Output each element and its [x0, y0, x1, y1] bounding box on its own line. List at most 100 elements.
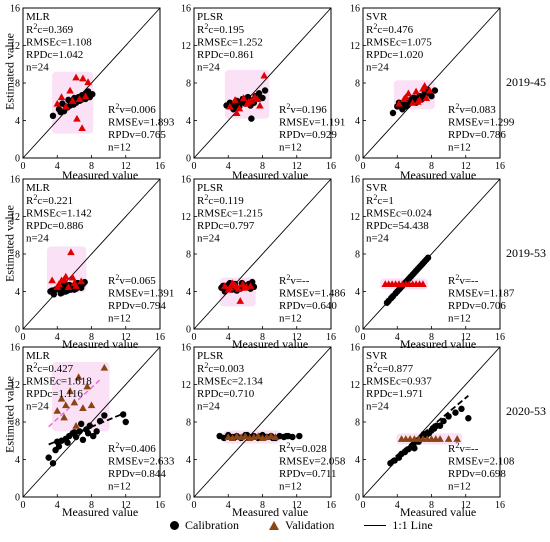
legend-validation-marker — [269, 521, 279, 530]
panel-2020-53-plsr-xtick-label-8: 8 — [260, 500, 265, 511]
panel-2019-53-plsr-xtick-label-4: 4 — [226, 332, 231, 343]
panel-2019-53-mlr-validation-point — [48, 276, 56, 284]
panel-2019-45-plsr-validation-point — [239, 94, 248, 102]
panel-2019-53-svr-xtick-label-0: 0 — [361, 332, 366, 343]
panel-2019-45-mlr-xtick-label-12: 12 — [121, 161, 131, 172]
panel-2019-45-mlr-cal-stat-1: RMSEc=1.108 — [26, 37, 92, 49]
panel-2019-53-plsr-xtick-label-16: 16 — [326, 332, 336, 343]
panel-2020-53-svr-cal-stat-2: RPDc=1.971 — [366, 388, 423, 400]
panel-2020-53-mlr-val-stat-0: R2v=0.406 — [108, 441, 156, 455]
panel-2020-53-mlr-calibration-point — [49, 460, 57, 467]
panel-2019-45-plsr-validation-point — [256, 101, 264, 109]
panel-2019-45-svr-xtick-label-0: 0 — [361, 161, 366, 172]
panel-2019-53-svr-ytick-label-8: 8 — [355, 250, 360, 261]
panel-2019-45-svr-val-stat-3: n=12 — [448, 142, 471, 154]
panel-2019-53-mlr-validation-point — [57, 276, 66, 284]
panel-2019-45-svr-ytick-label-8: 8 — [355, 79, 360, 90]
panel-2020-53-svr-cal-stat-0: R2c=0.877 — [366, 361, 414, 375]
x-axis-title-row3: Measured value — [61, 505, 139, 519]
panel-2020-53-plsr-ytick-label-12: 12 — [181, 380, 191, 391]
panel-2020-53-svr-ytick-label-12: 12 — [350, 380, 360, 391]
row-label-2019-45: 2019-45 — [506, 75, 546, 89]
panel-2019-45-svr-xtick-label-16: 16 — [495, 161, 505, 172]
panel-2019-53-mlr-ytick-label-16: 16 — [10, 175, 20, 186]
panel-2019-53-plsr-val-stat-0: R2v=-- — [279, 273, 310, 287]
panel-2020-53-plsr-identity-line — [193, 346, 332, 498]
panel-2020-53-plsr-val-stat-3: n=12 — [279, 481, 302, 493]
panel-2019-53-mlr-model-label: MLR — [26, 182, 51, 194]
panel-2019-53-plsr-val-stat-1: RMSEv=1.486 — [279, 288, 346, 300]
panel-2020-53-mlr-xtick-label-12: 12 — [121, 500, 131, 511]
panel-2019-45-mlr-validation-point — [57, 93, 66, 101]
panel-2020-53-mlr-cal-stat-3: n=24 — [26, 401, 49, 413]
panel-2019-53-plsr-cal-stat-1: RMSEc=1.215 — [197, 208, 263, 220]
panel-2019-45-svr-calibration-point — [409, 94, 416, 102]
panel-2019-53-mlr-validation-point — [70, 279, 79, 287]
panel-2019-53-svr-ytick-label-12: 12 — [350, 212, 360, 223]
panel-2019-45-plsr-validation-point — [245, 97, 253, 105]
panel-2019-53-plsr-cal-stat-3: n=24 — [197, 233, 220, 245]
panel-2019-53-plsr-validation-point — [224, 285, 233, 293]
panel-2019-53-plsr-ytick-label-8: 8 — [186, 250, 191, 261]
legend-calibration-label: Calibration — [185, 518, 239, 532]
panel-2019-45-mlr-validation-point — [72, 73, 80, 81]
panel-2019-45-plsr-model-label: PLSR — [197, 11, 224, 23]
panel-2019-45-svr-cal-stat-1: RMSEc=1.075 — [366, 37, 432, 49]
panel-2019-45-svr-validation-point — [422, 94, 431, 102]
panel-2020-53-mlr-validation-point — [87, 401, 96, 409]
panel-2020-53-plsr-validation-point — [267, 432, 275, 440]
panel-2019-53-mlr-cal-stat-3: n=24 — [26, 233, 49, 245]
x-axis-title-row1-col3: Measured value — [399, 168, 477, 182]
panel-2019-53-mlr-val-stat-2: RPDv=0.794 — [108, 300, 166, 312]
panel-2019-45-svr-model-label: SVR — [366, 11, 388, 23]
panel-2019-53-plsr-validation-point — [246, 282, 255, 289]
panel-2019-45-mlr-validation-point — [78, 124, 86, 132]
panel-2020-53-mlr-validation-point — [70, 398, 79, 406]
panel-2019-45-plsr-validation-point — [233, 109, 241, 117]
panel-2019-53-mlr-ytick-label-0: 0 — [15, 325, 20, 336]
panel-2019-45-svr-val-stat-1: RMSEv=1.299 — [448, 117, 515, 129]
x-axis-title-row2-col3: Measured value — [399, 337, 477, 351]
panel-2019-45-plsr-ytick-label-8: 8 — [186, 79, 191, 90]
panel-2019-45-mlr-xtick-label-0: 0 — [21, 161, 26, 172]
panel-2019-45-svr-ytick-label-0: 0 — [355, 154, 360, 165]
panel-2020-53-svr-calibration-point — [452, 409, 459, 416]
panel-2019-45-mlr-validation-point — [68, 97, 77, 104]
panel-2020-53-svr-val-stat-3: n=12 — [448, 481, 471, 493]
panel-2019-53-svr-cal-stat-3: n=24 — [366, 233, 389, 245]
legend: Calibration Validation 1:1 Line — [170, 518, 433, 533]
panel-2019-45-mlr-xtick-label-4: 4 — [55, 161, 60, 172]
row-label-2020-53: 2020-53 — [506, 404, 546, 418]
panel-2020-53-mlr-calibration-point — [45, 454, 52, 461]
panel-2020-53-mlr-calibration-point — [78, 420, 85, 428]
panel-2020-53-mlr-val-stat-1: RMSEv=2.633 — [108, 456, 175, 468]
x-axis-title-row3-col3: Measured value — [399, 505, 477, 519]
panel-2020-53-plsr-validation-point — [254, 432, 263, 440]
panel-2020-53-plsr-validation-point — [224, 433, 233, 441]
panel-2019-45-plsr-cal-stat-0: R2c=0.195 — [197, 22, 245, 36]
panel-2019-53-plsr-model-label: PLSR — [197, 182, 224, 194]
panel-2020-53-svr-ytick-label-4: 4 — [355, 455, 360, 466]
panel-2019-45-svr-ytick-label-4: 4 — [355, 116, 360, 127]
panel-2020-53-mlr-cal-stat-0: R2c=0.427 — [26, 361, 74, 375]
panel-2019-45-mlr-cal-stat-2: RPDc=1.042 — [26, 49, 83, 61]
panel-2020-53-svr-validation-point — [436, 435, 444, 442]
panel-2019-53-plsr-xtick-label-12: 12 — [292, 332, 302, 343]
x-axis-title-row1: Measured value — [61, 168, 139, 182]
y-axis-title-row3: Estimated value — [2, 376, 17, 453]
row-label-2019-53: 2019-53 — [506, 246, 546, 260]
x-axis-title-row2-col2: Measured value — [231, 337, 309, 351]
panel-2019-53-mlr-cal-stat-0: R2c=0.221 — [26, 193, 73, 207]
panel-2020-53-plsr-val-stat-2: RPDv=0.711 — [279, 468, 336, 480]
panel-2020-53-plsr-validation-point — [241, 432, 250, 440]
panel-2019-45-svr-val-stat-0: R2v=0.083 — [448, 102, 496, 116]
panel-2019-53-plsr-val-stat-2: RPDv=0.640 — [279, 300, 337, 312]
panel-2020-53-mlr-xtick-label-8: 8 — [89, 500, 94, 511]
panel-2019-53-svr-val-stat-2: RPDv=0.706 — [448, 300, 506, 312]
panel-2019-45-svr-xtick-label-12: 12 — [461, 161, 471, 172]
panel-2020-53-plsr-val-stat-0: R2v=0.028 — [279, 441, 327, 455]
panel-2020-53-plsr-validation-point — [233, 432, 241, 440]
panel-2019-53-mlr-validation-point — [64, 283, 73, 290]
